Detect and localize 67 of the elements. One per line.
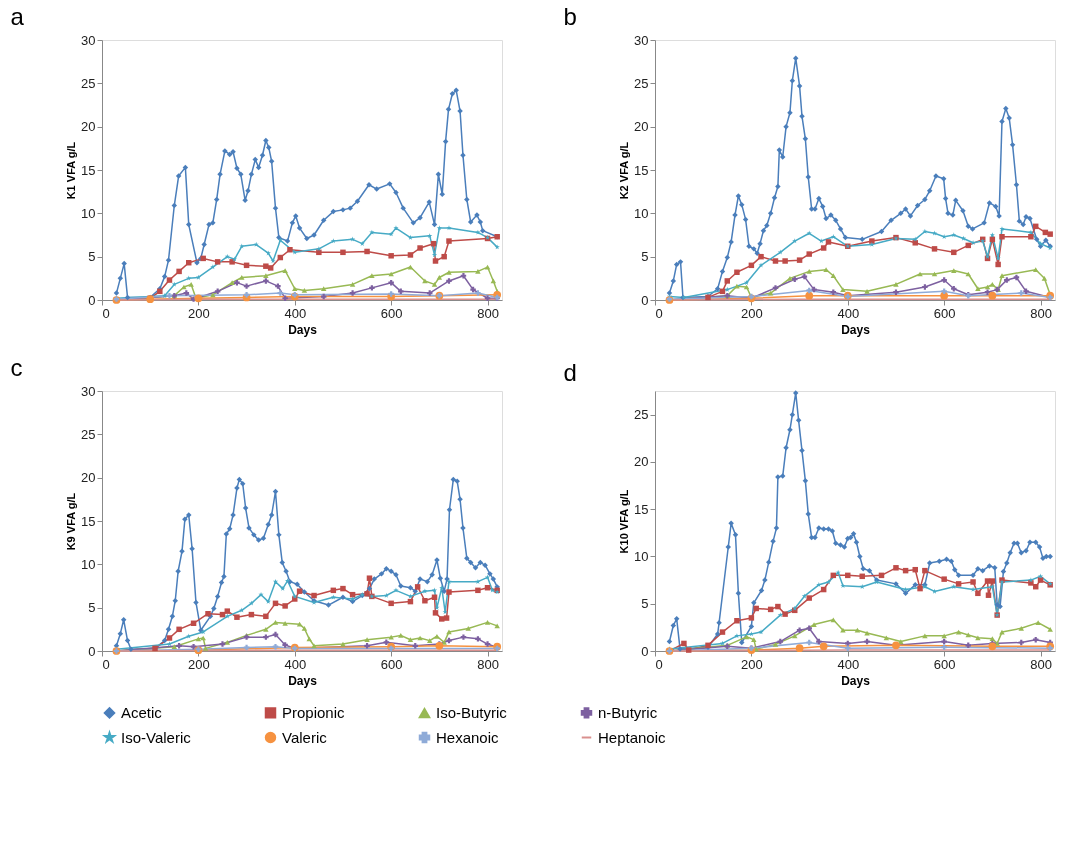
legend-label: Hexanoic — [436, 728, 500, 746]
x-tick-label: 0 — [102, 656, 110, 672]
x-axis-title: Days — [841, 322, 871, 337]
y-tick-label: 15 — [634, 501, 649, 517]
y-tick-label: 20 — [634, 119, 649, 135]
x-tick-label: 800 — [477, 656, 499, 672]
x-tick-label: 600 — [380, 305, 403, 321]
legend-label: Iso-Butyric — [436, 704, 508, 722]
y-tick-label: 30 — [81, 383, 96, 399]
y-tick-label: 20 — [81, 470, 96, 486]
y-tick-label: 20 — [81, 119, 96, 135]
legend-label: Valeric — [282, 728, 328, 746]
x-axis-title: Days — [288, 673, 318, 688]
x-tick-label: 200 — [741, 656, 763, 672]
y-tick-label: 25 — [634, 75, 649, 91]
legend-label: Heptanoic — [598, 728, 667, 746]
chart-title: b — [563, 3, 577, 30]
legend-label: n-Butyric — [598, 703, 658, 721]
y-tick-label: 0 — [88, 643, 96, 659]
y-tick-label: 30 — [634, 32, 649, 48]
x-tick-label: 400 — [837, 305, 860, 321]
y-tick-label: 5 — [641, 249, 649, 265]
y-axis-title: K10 VFA g/L — [618, 489, 631, 554]
x-tick-label: 400 — [284, 656, 307, 672]
y-tick-label: 5 — [88, 600, 96, 616]
y-tick-label: 5 — [641, 596, 649, 612]
x-tick-label: 600 — [380, 656, 403, 672]
y-tick-label: 10 — [634, 205, 649, 221]
y-tick-label: 20 — [634, 454, 649, 470]
y-tick-label: 0 — [88, 292, 96, 308]
chart-title: d — [563, 359, 577, 387]
chart-title: a — [10, 3, 25, 30]
x-tick-label: 0 — [655, 305, 663, 321]
x-tick-label: 600 — [933, 305, 956, 321]
x-tick-label: 800 — [1030, 656, 1052, 672]
x-tick-label: 800 — [1030, 305, 1052, 321]
y-tick-label: 0 — [641, 643, 649, 659]
y-axis-title: K2 VFA g/L — [618, 141, 631, 200]
x-tick-label: 0 — [655, 656, 663, 672]
x-tick-label: 200 — [188, 305, 210, 321]
legend-label: Iso-Valeric — [121, 728, 192, 746]
x-tick-label: 400 — [837, 656, 860, 672]
y-axis-title: K9 VFA g/L — [65, 492, 78, 551]
y-tick-label: 25 — [634, 407, 649, 423]
y-axis-title: K1 VFA g/L — [65, 141, 78, 200]
y-tick-label: 10 — [634, 548, 649, 564]
y-tick-label: 25 — [81, 426, 96, 442]
chart-title: c — [10, 354, 23, 381]
x-tick-label: 0 — [102, 305, 110, 321]
x-tick-label: 200 — [741, 305, 763, 321]
y-tick-label: 5 — [88, 249, 96, 265]
x-tick-label: 800 — [477, 305, 499, 321]
legend-label: Acetic — [121, 703, 163, 721]
y-tick-label: 10 — [81, 556, 96, 572]
legend-label: Propionic — [282, 703, 346, 721]
y-tick-label: 10 — [81, 205, 96, 221]
x-tick-label: 400 — [284, 305, 307, 321]
x-axis-title: Days — [841, 673, 871, 688]
x-tick-label: 200 — [188, 656, 210, 672]
y-tick-label: 25 — [81, 75, 96, 91]
y-tick-label: 15 — [634, 162, 649, 178]
y-tick-label: 30 — [81, 32, 96, 48]
x-axis-title: Days — [288, 322, 318, 337]
y-tick-label: 15 — [81, 162, 96, 178]
x-tick-label: 600 — [933, 656, 956, 672]
y-tick-label: 15 — [81, 513, 96, 529]
y-tick-label: 0 — [641, 292, 649, 308]
